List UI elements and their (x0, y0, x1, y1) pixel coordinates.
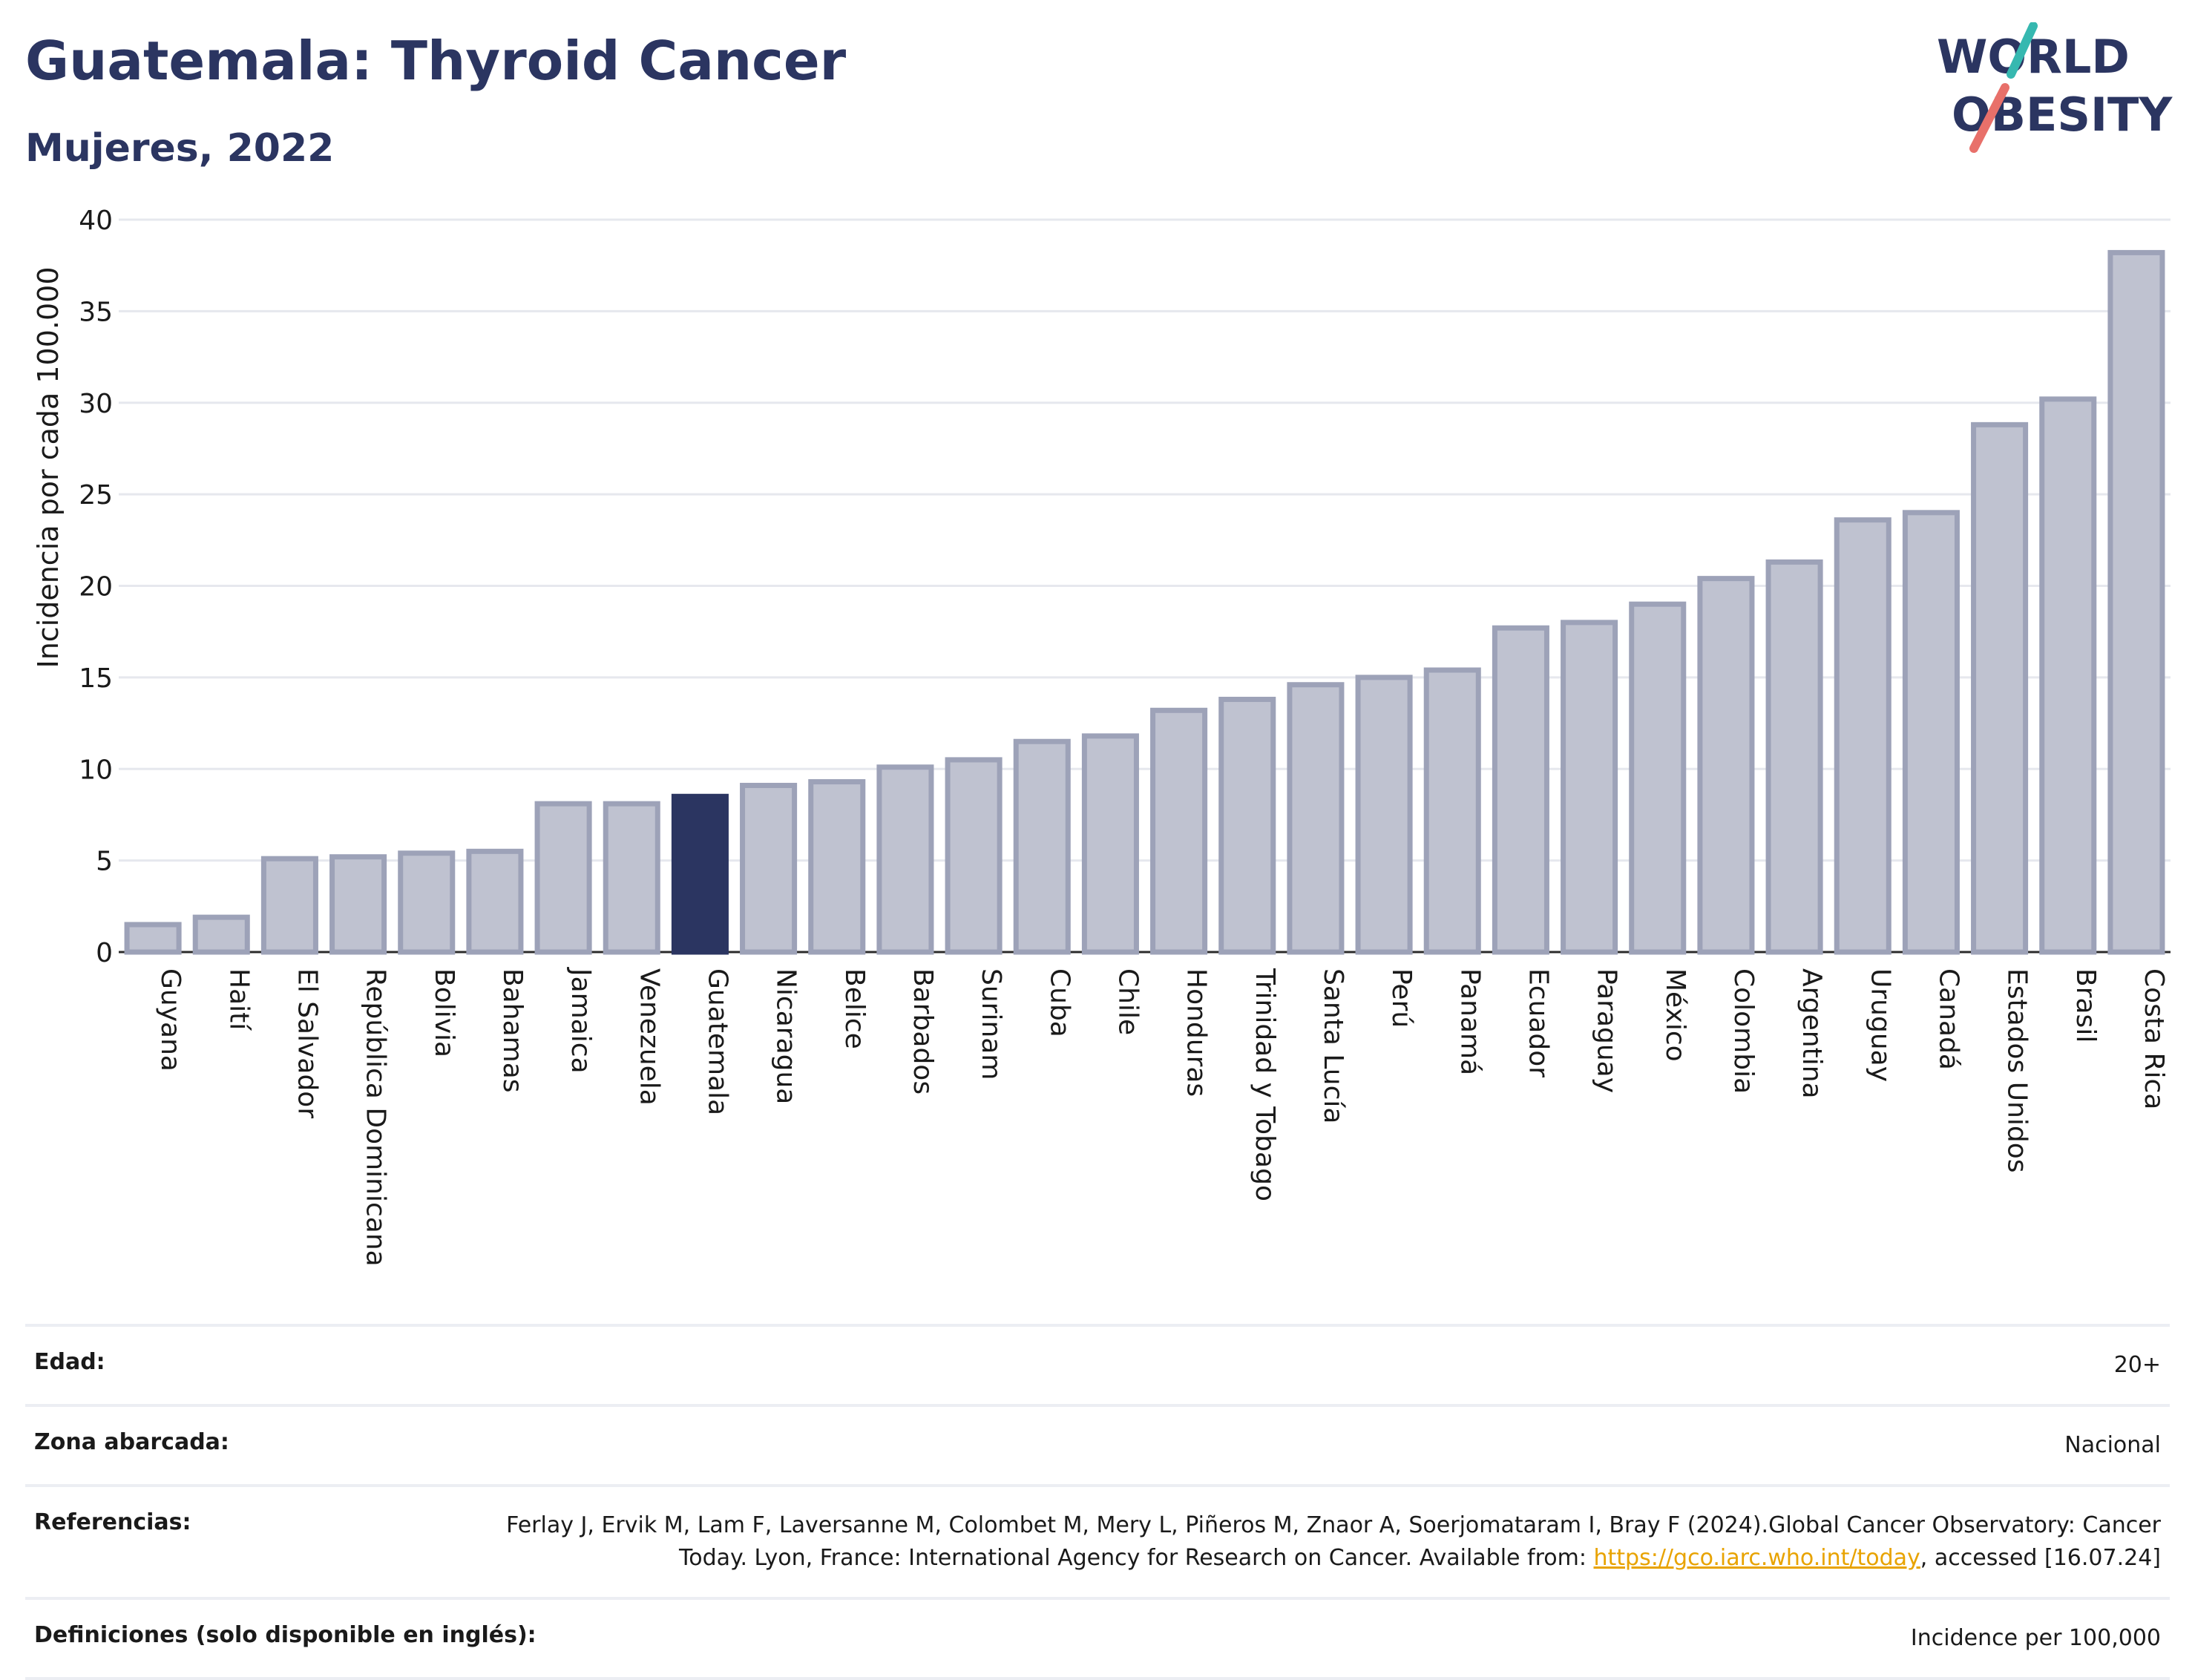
meta-row-definitions: Definiciones (solo disponible en inglés)… (25, 1597, 2170, 1680)
x-tick-label: Estados Unidos (2002, 968, 2032, 1173)
bar-honduras[interactable] (1150, 707, 1208, 955)
bar-nicaragua[interactable] (740, 782, 798, 955)
x-tick-label: Paraguay (1592, 968, 1622, 1093)
bar-argentina[interactable] (1765, 559, 1823, 955)
bar-chart: 0 5 10 15 20 25 30 35 40 Guyana Haití El Salvador R… (32, 206, 2171, 1267)
x-tick-label: El Salvador (292, 968, 322, 1118)
meta-value: Nacional (2064, 1432, 2161, 1458)
x-tick-label: Nicaragua (771, 968, 801, 1104)
x-tick-label: Trinidad y Tobago (1250, 968, 1280, 1201)
meta-label: Referencias: (34, 1509, 191, 1535)
bars (124, 249, 2165, 955)
x-tick-label: Cuba (1044, 968, 1074, 1037)
x-tick-label: Honduras (1181, 968, 1212, 1097)
bar-bolivia[interactable] (398, 850, 456, 955)
y-tick-label: 0 (96, 938, 113, 968)
x-tick-label: Chile (1112, 968, 1143, 1035)
x-tick-label: Barbados (908, 968, 938, 1095)
x-tick-label: Guatemala (702, 968, 732, 1115)
y-tick-label: 20 (79, 572, 113, 603)
grid-lines (119, 218, 2171, 954)
y-tick-label: 5 (96, 847, 113, 877)
x-tick-label: Colombia (1728, 968, 1759, 1094)
y-tick-label: 40 (79, 206, 113, 236)
page-subtitle: Mujeres, 2022 (25, 126, 335, 171)
bar-colombia[interactable] (1697, 576, 1755, 955)
x-tick-label: República Dominicana (361, 968, 391, 1267)
y-tick-labels: 0 5 10 15 20 25 30 35 40 (79, 206, 113, 968)
bar-bahamas[interactable] (466, 848, 524, 955)
meta-row-age: Edad: 20+ (25, 1324, 2170, 1404)
x-tick-label: Argentina (1797, 968, 1827, 1099)
x-tick-label: Canadá (1933, 968, 1963, 1070)
bar-venezuela[interactable] (603, 801, 660, 955)
bar-el-salvador[interactable] (260, 856, 318, 955)
reference-text-end: , accessed [16.07.24] (1920, 1545, 2161, 1571)
x-tick-labels: Guyana Haití El Salvador República Dominica… (155, 967, 2169, 1267)
bar-paraguay[interactable] (1561, 620, 1618, 955)
x-tick-label: Belice (839, 968, 870, 1049)
y-tick-label: 35 (79, 297, 113, 327)
meta-row-references: Referencias: Ferlay J, Ervik M, Lam F, L… (25, 1484, 2170, 1597)
meta-value: Ferlay J, Ervik M, Lam F, Laversanne M, … (491, 1509, 2161, 1575)
meta-label: Edad: (34, 1349, 105, 1375)
bar-canadá[interactable] (1902, 510, 1960, 955)
bar-república-dominicana[interactable] (329, 854, 387, 955)
x-tick-label: México (1660, 968, 1690, 1062)
y-tick-label: 15 (79, 663, 113, 694)
bar-panamá[interactable] (1423, 667, 1481, 955)
x-tick-label: Bahamas (497, 968, 528, 1093)
meta-value: 20+ (2113, 1352, 2161, 1378)
y-axis-label: Incidencia por cada 100.000 (32, 266, 65, 668)
bar-belice[interactable] (808, 779, 866, 955)
x-tick-label: Guyana (155, 968, 186, 1072)
bar-perú[interactable] (1355, 675, 1413, 955)
bar-trinidad-y-tobago[interactable] (1218, 696, 1276, 955)
x-tick-label: Jamaica (565, 967, 596, 1074)
meta-row-area: Zona abarcada: Nacional (25, 1404, 2170, 1484)
world-obesity-logo: WORLD OBESITY (1937, 22, 2173, 153)
y-tick-label: 25 (79, 480, 113, 511)
x-tick-label: Haití (223, 968, 254, 1031)
bar-guyana[interactable] (124, 922, 182, 955)
x-tick-label: Surinam (976, 968, 1006, 1080)
bar-surinam[interactable] (945, 757, 1003, 955)
bar-ecuador[interactable] (1492, 625, 1549, 955)
x-tick-label: Brasil (2070, 968, 2101, 1043)
y-tick-label: 10 (79, 755, 113, 785)
bar-méxico[interactable] (1629, 601, 1687, 955)
reference-text: Ferlay J, Ervik M, Lam F, Laversanne M, … (506, 1512, 2161, 1571)
bar-barbados[interactable] (876, 764, 934, 955)
bar-chile[interactable] (1081, 733, 1139, 955)
meta-label: Zona abarcada: (34, 1429, 229, 1455)
bar-cuba[interactable] (1013, 738, 1071, 955)
meta-label: Definiciones (solo disponible en inglés)… (34, 1622, 537, 1648)
x-tick-label: Costa Rica (2139, 968, 2169, 1109)
logo-line1: WORLD (1937, 30, 2130, 84)
bar-uruguay[interactable] (1834, 517, 1891, 955)
metadata-table: Edad: 20+ Zona abarcada: Nacional Refere… (25, 1324, 2170, 1680)
x-tick-label: Uruguay (1865, 968, 1895, 1082)
bar-estados-unidos[interactable] (1971, 421, 2029, 955)
x-tick-label: Santa Lucía (1318, 968, 1348, 1123)
bar-haití[interactable] (192, 914, 250, 955)
y-tick-label: 30 (79, 389, 113, 419)
page-title: Guatemala: Thyroid Cancer (25, 30, 847, 92)
bar-guatemala[interactable] (671, 793, 729, 955)
bar-jamaica[interactable] (534, 801, 592, 955)
reference-link[interactable]: https://gco.iarc.who.int/today (1593, 1545, 1920, 1571)
bar-brasil[interactable] (2039, 396, 2097, 955)
x-tick-label: Panamá (1454, 968, 1485, 1075)
meta-value: Incidence per 100,000 (1910, 1625, 2161, 1651)
x-tick-label: Bolivia (429, 968, 459, 1057)
x-tick-label: Venezuela (634, 968, 664, 1106)
bar-santa-lucía[interactable] (1287, 682, 1345, 955)
bar-costa-rica[interactable] (2107, 249, 2165, 955)
x-tick-label: Perú (1386, 968, 1417, 1028)
x-tick-label: Ecuador (1523, 968, 1553, 1077)
